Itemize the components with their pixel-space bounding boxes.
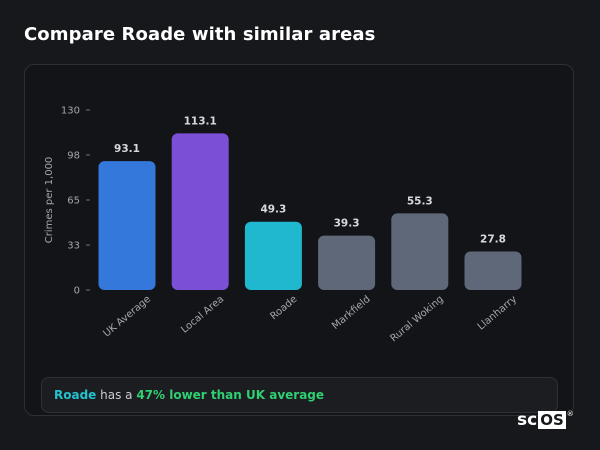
bar[interactable] [318,235,376,290]
summary-banner: Roade has a 47% lower than UK average [41,377,558,413]
summary-difference: 47% lower than UK average [136,388,325,402]
bar[interactable] [244,221,302,290]
bar-value-label: 113.1 [184,115,217,127]
y-tick-label: 130 [61,106,80,117]
x-category-label: Rural Woking [388,294,445,345]
y-axis: 0 33 65 98 130 [61,106,90,297]
y-tick-label: 98 [67,151,80,162]
y-axis-label: Crimes per 1,000 [44,157,55,244]
y-tick-label: 33 [67,241,80,252]
x-axis-labels: UK Average Local Area Roade Markfield Rural … [101,294,519,345]
summary-area-name: Roade [54,388,97,402]
summary-text: has a [96,388,137,402]
bar-value-label: 49.3 [260,204,286,216]
logo-os: OS [538,411,566,429]
x-category-label: Roade [268,294,299,323]
bar-value-label: 27.8 [480,234,506,246]
bars-group: 93.1 113.1 49.3 39.3 55.3 27.8 [98,115,522,290]
bar[interactable] [98,161,156,290]
logo-sc: sc [517,410,538,430]
bar-value-label: 39.3 [334,218,360,230]
bar-value-label: 55.3 [407,195,433,207]
x-category-label: Local Area [179,294,226,336]
page-title: Compare Roade with similar areas [24,24,376,45]
bar[interactable] [391,213,449,290]
x-category-label: UK Average [101,294,153,340]
bar[interactable] [171,133,229,290]
scos-logo: sc OS ® [517,410,574,430]
x-category-label: Markfield [330,294,373,332]
logo-registered-mark: ® [566,410,574,418]
y-tick-label: 0 [74,286,80,297]
bar-value-label: 93.1 [114,143,140,155]
y-tick-label: 65 [67,196,80,207]
bar[interactable] [464,251,522,290]
x-category-label: Llanharry [476,294,519,333]
